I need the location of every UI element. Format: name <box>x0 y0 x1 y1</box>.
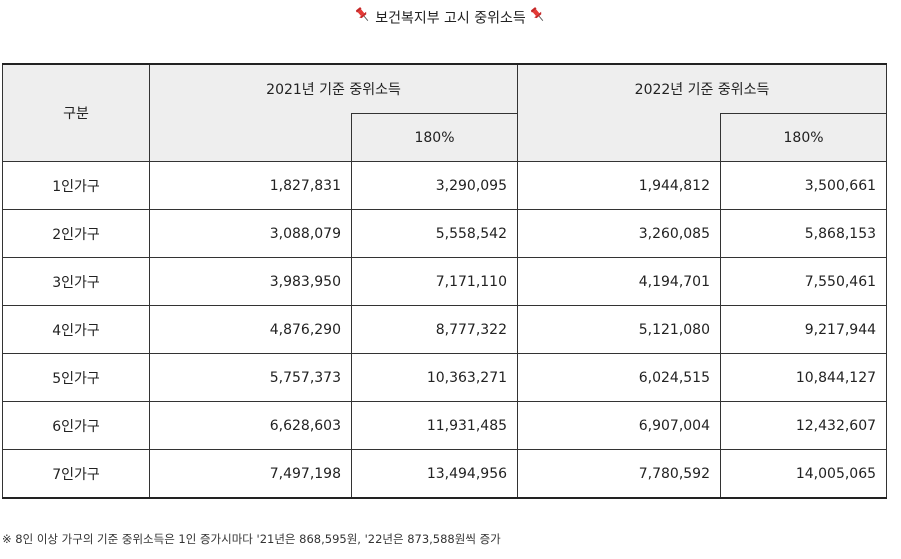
header-2021-spacer <box>149 113 352 162</box>
row-label: 2인가구 <box>2 209 150 258</box>
median-2021: 6,628,603 <box>149 401 352 450</box>
pct-2022: 7,550,461 <box>720 257 888 306</box>
median-2021: 3,983,950 <box>149 257 352 306</box>
row-label: 7인가구 <box>2 449 150 499</box>
table-row: 2인가구 3,088,079 5,558,542 3,260,085 5,868… <box>2 209 888 258</box>
median-2021: 4,876,290 <box>149 305 352 354</box>
row-label: 1인가구 <box>2 161 150 210</box>
table-row: 4인가구 4,876,290 8,777,322 5,121,080 9,217… <box>2 305 888 354</box>
table-row: 7인가구 7,497,198 13,494,956 7,780,592 14,0… <box>2 449 888 499</box>
row-label: 5인가구 <box>2 353 150 402</box>
pct-2021: 7,171,110 <box>350 257 519 306</box>
median-2021: 5,757,373 <box>149 353 352 402</box>
table-row: 3인가구 3,983,950 7,171,110 4,194,701 7,550… <box>2 257 888 306</box>
median-2021: 7,497,198 <box>149 449 352 499</box>
pct-2022: 5,868,153 <box>720 209 888 258</box>
header-2021: 2021년 기준 중위소득 <box>148 63 519 114</box>
pct-2022: 10,844,127 <box>720 353 888 402</box>
header-2022-pct: 180% <box>720 113 888 162</box>
median-2022: 3,260,085 <box>517 209 722 258</box>
header-2021-pct: 180% <box>350 113 519 162</box>
table-row: 6인가구 6,628,603 11,931,485 6,907,004 12,4… <box>2 401 888 450</box>
pushpin-icon <box>354 6 372 31</box>
header-2022: 2022년 기준 중위소득 <box>517 63 888 114</box>
row-label: 4인가구 <box>2 305 150 354</box>
pct-2022: 14,005,065 <box>720 449 888 499</box>
median-2022: 5,121,080 <box>517 305 722 354</box>
pct-2021: 3,290,095 <box>350 161 519 210</box>
page-title: 보건복지부 고시 중위소득 <box>0 6 901 31</box>
footnote: ※ 8인 이상 가구의 기준 중위소득은 1인 증가시마다 '21년은 868,… <box>2 532 501 546</box>
pct-2021: 5,558,542 <box>350 209 519 258</box>
pct-2022: 9,217,944 <box>720 305 888 354</box>
table-row: 5인가구 5,757,373 10,363,271 6,024,515 10,8… <box>2 353 888 402</box>
median-2022: 7,780,592 <box>517 449 722 499</box>
median-2022: 1,944,812 <box>517 161 722 210</box>
pct-2021: 13,494,956 <box>350 449 519 499</box>
row-label: 6인가구 <box>2 401 150 450</box>
pct-2021: 11,931,485 <box>350 401 519 450</box>
median-2022: 6,024,515 <box>517 353 722 402</box>
median-2022: 4,194,701 <box>517 257 722 306</box>
median-2022: 6,907,004 <box>517 401 722 450</box>
pct-2022: 12,432,607 <box>720 401 888 450</box>
pct-2021: 10,363,271 <box>350 353 519 402</box>
title-text: 보건복지부 고시 중위소득 <box>375 10 526 27</box>
table-row: 1인가구 1,827,831 3,290,095 1,944,812 3,500… <box>2 161 888 210</box>
median-2021: 3,088,079 <box>149 209 352 258</box>
pct-2021: 8,777,322 <box>350 305 519 354</box>
header-2022-spacer <box>517 113 722 162</box>
pushpin-icon <box>529 6 547 31</box>
median-income-table: 구분 2021년 기준 중위소득 2022년 기준 중위소득 180% 180%… <box>2 63 888 499</box>
median-2021: 1,827,831 <box>149 161 352 210</box>
header-group: 구분 <box>2 63 150 162</box>
row-label: 3인가구 <box>2 257 150 306</box>
pct-2022: 3,500,661 <box>720 161 888 210</box>
